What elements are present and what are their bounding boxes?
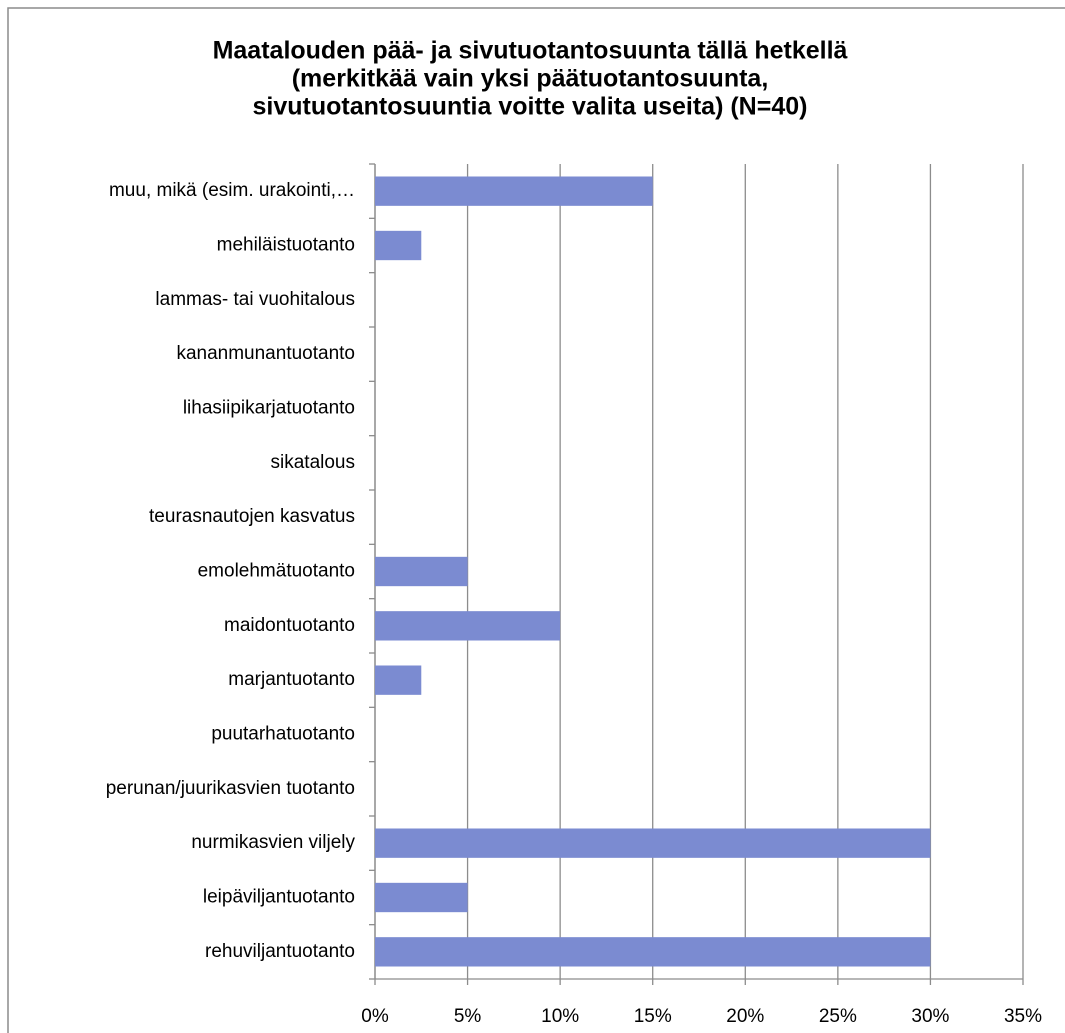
chart-title: (merkitkää vain yksi päätuotantosuunta, bbox=[292, 65, 769, 93]
y-tick-label: leipäviljantuotanto bbox=[203, 887, 355, 908]
y-tick-label: perunan/juurikasvien tuotanto bbox=[106, 778, 355, 799]
x-tick-label: 0% bbox=[361, 1006, 389, 1027]
chart-title: Maatalouden pää- ja sivutuotantosuunta t… bbox=[213, 37, 848, 65]
y-tick-label: kananmunantuotanto bbox=[176, 343, 355, 364]
x-tick-label: 30% bbox=[911, 1006, 949, 1027]
y-tick-label: muu, mikä (esim. urakointi,… bbox=[109, 180, 355, 201]
bar bbox=[375, 665, 422, 695]
y-tick-label: maidontuotanto bbox=[224, 615, 355, 636]
x-tick-label: 10% bbox=[541, 1006, 579, 1027]
y-tick-label: lammas- tai vuohitalous bbox=[155, 289, 355, 310]
x-tick-label: 5% bbox=[454, 1006, 482, 1027]
y-tick-label: mehiläistuotanto bbox=[217, 235, 355, 256]
bar bbox=[375, 828, 931, 858]
x-tick-label: 25% bbox=[819, 1006, 857, 1027]
x-tick-label: 15% bbox=[634, 1006, 672, 1027]
bar bbox=[375, 882, 468, 913]
bar bbox=[375, 176, 653, 206]
x-tick-label: 20% bbox=[726, 1006, 764, 1027]
y-tick-label: nurmikasvien viljely bbox=[191, 832, 355, 853]
bar bbox=[375, 230, 422, 261]
y-tick-label: lihasiipikarjatuotanto bbox=[183, 398, 355, 419]
y-tick-label: marjantuotanto bbox=[228, 669, 355, 690]
y-tick-label: puutarhatuotanto bbox=[211, 724, 355, 745]
chart-title: sivutuotantosuuntia voitte valita useita… bbox=[253, 93, 808, 121]
y-tick-label: emolehmätuotanto bbox=[198, 561, 355, 582]
bar bbox=[375, 611, 561, 641]
y-tick-label: sikatalous bbox=[271, 452, 356, 473]
y-tick-label: teurasnautojen kasvatus bbox=[149, 506, 355, 527]
x-tick-label: 35% bbox=[1004, 1006, 1042, 1027]
y-tick-label: rehuviljantuotanto bbox=[205, 941, 355, 962]
bar bbox=[375, 937, 931, 967]
bar bbox=[375, 556, 468, 587]
